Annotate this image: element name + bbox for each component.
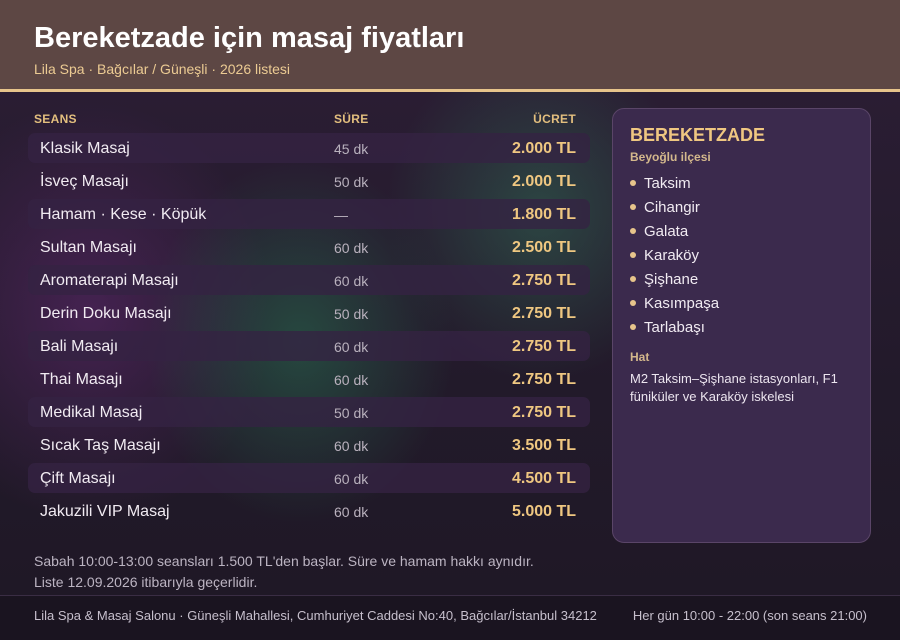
service-price: 3.500 TL bbox=[511, 437, 576, 454]
note-morning: Sabah 10:00-13:00 seansları 1.500 TL'den… bbox=[34, 553, 534, 569]
panel-subtitle: Beyoğlu ilçesi bbox=[630, 150, 711, 164]
table-row: Medikal Masaj 50 dk 2.750 TL bbox=[28, 397, 590, 427]
bullet-icon bbox=[630, 276, 636, 282]
table-row: Sıcak Taş Masajı 60 dk 3.500 TL bbox=[28, 430, 590, 460]
panel-title: BEREKETZADE bbox=[630, 125, 766, 145]
service-duration: 60 dk bbox=[334, 339, 369, 355]
service-name: İsveç Masajı bbox=[40, 173, 129, 190]
bullet-icon bbox=[630, 228, 636, 234]
service-duration: 50 dk bbox=[334, 405, 369, 421]
service-duration: 60 dk bbox=[334, 471, 369, 487]
page-subtitle: Lila Spa · Bağcılar / Güneşli · 2026 lis… bbox=[34, 61, 291, 77]
service-name: Klasik Masaj bbox=[40, 140, 130, 157]
area-item: Kasımpaşa bbox=[630, 291, 719, 315]
price-notes: Sabah 10:00-13:00 seansları 1.500 TL'den… bbox=[34, 551, 534, 593]
page-title: Bereketzade için masaj fiyatları bbox=[34, 22, 465, 54]
service-price: 2.750 TL bbox=[511, 404, 576, 421]
service-price: 2.750 TL bbox=[511, 272, 576, 289]
area-item: Tarlabaşı bbox=[630, 315, 719, 339]
service-price: 2.000 TL bbox=[511, 173, 576, 190]
district-panel: BEREKETZADE Beyoğlu ilçesi Taksim Cihangi… bbox=[612, 108, 871, 543]
service-name: Medikal Masaj bbox=[40, 404, 143, 421]
service-name: Thai Masajı bbox=[40, 371, 123, 388]
table-row: Sultan Masajı 60 dk 2.500 TL bbox=[28, 232, 590, 262]
service-price: 1.800 TL bbox=[511, 206, 576, 223]
service-name: Derin Doku Masajı bbox=[40, 305, 172, 322]
column-header-session: SEANS bbox=[34, 112, 77, 126]
service-duration: 50 dk bbox=[334, 174, 369, 190]
column-header-price: ÜCRET bbox=[533, 112, 576, 126]
service-duration: — bbox=[334, 207, 348, 223]
table-row: Thai Masajı 60 dk 2.750 TL bbox=[28, 364, 590, 394]
footer-divider bbox=[0, 595, 900, 596]
area-item: Karaköy bbox=[630, 243, 719, 267]
service-name: Aromaterapi Masajı bbox=[40, 272, 179, 289]
service-duration: 45 dk bbox=[334, 141, 369, 157]
bullet-icon bbox=[630, 324, 636, 330]
service-name: Sultan Masajı bbox=[40, 239, 137, 256]
page-header bbox=[0, 0, 900, 89]
service-price: 4.500 TL bbox=[511, 470, 576, 487]
table-row: Klasik Masaj 45 dk 2.000 TL bbox=[28, 133, 590, 163]
service-price: 2.000 TL bbox=[511, 140, 576, 157]
footer-address: Lila Spa & Masaj Salonu · Güneşli Mahall… bbox=[34, 608, 597, 623]
service-duration: 60 dk bbox=[334, 438, 369, 454]
table-row: Aromaterapi Masajı 60 dk 2.750 TL bbox=[28, 265, 590, 295]
transit-label: Hat bbox=[630, 350, 650, 364]
service-name: Çift Masajı bbox=[40, 470, 116, 487]
header-divider bbox=[0, 89, 900, 92]
area-item: Galata bbox=[630, 219, 719, 243]
service-name: Sıcak Taş Masajı bbox=[40, 437, 161, 454]
area-list: Taksim Cihangir Galata Karaköy Şişhane Kasımp… bbox=[630, 171, 719, 339]
area-item: Şişhane bbox=[630, 267, 719, 291]
service-price: 2.500 TL bbox=[511, 239, 576, 256]
service-price: 2.750 TL bbox=[511, 371, 576, 388]
service-name: Hamam · Kese · Köpük bbox=[40, 206, 207, 223]
bullet-icon bbox=[630, 252, 636, 258]
area-item: Taksim bbox=[630, 171, 719, 195]
service-duration: 60 dk bbox=[334, 240, 369, 256]
table-row: Hamam · Kese · Köpük — 1.800 TL bbox=[28, 199, 590, 229]
area-name: Karaköy bbox=[644, 246, 700, 264]
service-duration: 60 dk bbox=[334, 372, 369, 388]
bullet-icon bbox=[630, 180, 636, 186]
area-name: Tarlabaşı bbox=[644, 318, 705, 336]
note-validity: Liste 12.09.2026 itibarıyla geçerlidir. bbox=[34, 574, 258, 590]
table-row: Bali Masajı 60 dk 2.750 TL bbox=[28, 331, 590, 361]
service-duration: 60 dk bbox=[334, 504, 369, 520]
transit-text: M2 Taksim–Şişhane istasyonları, F1 fünik… bbox=[630, 371, 838, 404]
bullet-icon bbox=[630, 204, 636, 210]
bullet-icon bbox=[630, 300, 636, 306]
area-name: Galata bbox=[644, 222, 689, 240]
footer-hours: Her gün 10:00 - 22:00 (son seans 21:00) bbox=[632, 608, 867, 623]
table-row: Çift Masajı 60 dk 4.500 TL bbox=[28, 463, 590, 493]
service-duration: 60 dk bbox=[334, 273, 369, 289]
table-row: Derin Doku Masajı 50 dk 2.750 TL bbox=[28, 298, 590, 328]
column-header-duration: SÜRE bbox=[334, 112, 369, 126]
table-row: Jakuzili VIP Masaj 60 dk 5.000 TL bbox=[28, 496, 590, 526]
service-price: 2.750 TL bbox=[511, 338, 576, 355]
area-item: Cihangir bbox=[630, 195, 719, 219]
area-name: Taksim bbox=[644, 174, 691, 192]
service-duration: 50 dk bbox=[334, 306, 369, 322]
area-name: Cihangir bbox=[644, 198, 700, 216]
area-name: Kasımpaşa bbox=[644, 294, 720, 312]
page-footer bbox=[0, 595, 900, 640]
area-name: Şişhane bbox=[644, 270, 699, 288]
service-name: Jakuzili VIP Masaj bbox=[40, 503, 170, 520]
service-name: Bali Masajı bbox=[40, 338, 119, 355]
table-row: İsveç Masajı 50 dk 2.000 TL bbox=[28, 166, 590, 196]
service-price: 2.750 TL bbox=[511, 305, 576, 322]
service-price: 5.000 TL bbox=[511, 503, 576, 520]
